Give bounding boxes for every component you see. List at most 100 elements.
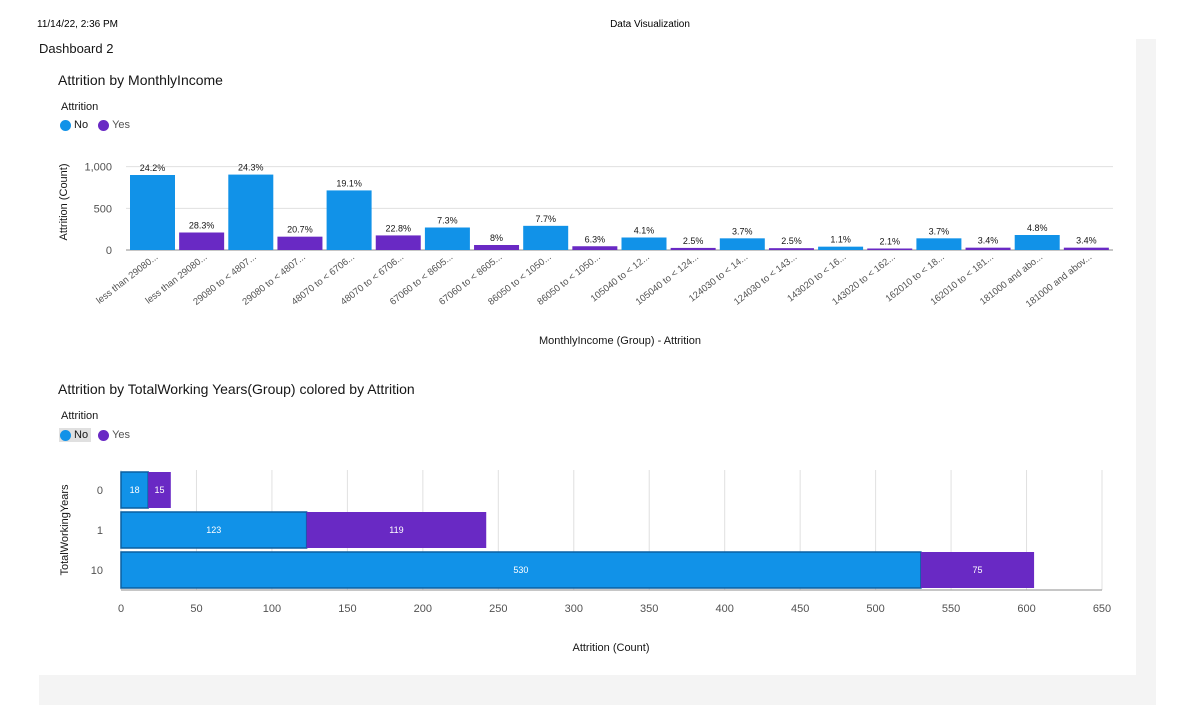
chart1-y-tick-label: 500 [94, 203, 112, 215]
chart2-y-tick-label: 0 [97, 485, 103, 497]
legend-dot-no [60, 119, 71, 131]
chart1-y-tick-label: 0 [106, 245, 112, 257]
chart1-bar [818, 246, 864, 250]
chart1-data-label: 22.8% [385, 223, 411, 233]
chart1-data-label: 3.7% [929, 226, 950, 236]
chart2-y-tick-label: 10 [91, 565, 103, 577]
chart1-data-label: 2.5% [781, 236, 802, 246]
chart2-y-tick-label: 1 [97, 525, 103, 537]
chart1-data-label: 4.8% [1027, 223, 1048, 233]
legend-item-no[interactable]: No [59, 118, 91, 132]
chart1-data-label: 1.1% [830, 235, 851, 245]
chart1-bar [277, 236, 323, 250]
legend-label-yes: Yes [112, 429, 131, 441]
chart1-bar [621, 237, 667, 250]
legend-item-yes[interactable]: Yes [97, 428, 133, 442]
chart1-data-label: 6.3% [585, 234, 606, 244]
legend-dot-yes [98, 429, 110, 441]
chart2-x-tick-label: 100 [263, 603, 281, 615]
legend-dot-no [60, 429, 71, 441]
chart2-x-tick-label: 600 [1017, 603, 1035, 615]
chart1-bar [965, 247, 1011, 250]
chart2-x-tick-label: 50 [190, 603, 202, 615]
chart2-data-label: 15 [154, 485, 164, 495]
chart1-bar [130, 175, 175, 250]
chart2-legend-title: Attrition [61, 410, 99, 422]
chart2-x-tick-label: 500 [866, 603, 884, 615]
chart1-bar [326, 190, 372, 250]
chart2-x-tick-label: 200 [414, 603, 432, 615]
chart2-x-tick-label: 400 [716, 603, 734, 615]
bottom-band [39, 675, 1156, 705]
chart1-bar [1063, 247, 1109, 250]
chart1-title[interactable]: Attrition by MonthlyIncome [58, 72, 223, 88]
chart1-data-label: 3.7% [732, 226, 753, 236]
right-scroll-rail [1136, 39, 1156, 675]
chart1-data-label: 2.1% [879, 237, 900, 247]
chart2-x-tick-label: 550 [942, 603, 960, 615]
legend-item-yes[interactable]: Yes [97, 118, 133, 132]
chart1-bar [228, 174, 274, 250]
chart1-data-label: 2.5% [683, 236, 704, 246]
chart2-bar-segment [120, 471, 149, 509]
chart2-x-axis-label: Attrition (Count) [572, 642, 649, 654]
chart2-x-tick-label: 0 [118, 603, 124, 615]
chart1-legend-title: Attrition [61, 101, 99, 113]
chart1-bar [523, 225, 569, 250]
chart2-x-tick-label: 150 [338, 603, 356, 615]
chart1-bar [1014, 235, 1060, 250]
legend-label-yes: Yes [112, 119, 131, 131]
chart1-data-label: 7.3% [437, 216, 458, 226]
chart2-legend: No Yes [59, 427, 139, 443]
print-title: Data Visualization [610, 19, 690, 30]
chart1-y-axis-label: Attrition (Count) [58, 163, 70, 240]
chart1-legend: No Yes [59, 117, 139, 133]
chart2-data-label: 75 [972, 565, 982, 575]
chart1-data-label: 7.7% [535, 214, 556, 224]
chart1-data-label: 8% [490, 233, 503, 243]
chart1-bar [670, 247, 716, 250]
chart1-data-label: 20.7% [287, 225, 313, 235]
chart1-bar [424, 227, 470, 250]
chart2-bar-segment [306, 512, 487, 548]
legend-item-no[interactable]: No [59, 428, 92, 442]
chart2-x-tick-label: 250 [489, 603, 507, 615]
chart2-data-label: 119 [389, 525, 403, 535]
chart1-data-label: 19.1% [336, 178, 362, 188]
print-header: 11/14/22, 2:36 PM Data Visualization [0, 0, 1187, 36]
chart1-data-label: 4.1% [634, 226, 655, 236]
chart2-bar-segment [120, 551, 922, 589]
chart1-bar [719, 238, 765, 250]
chart2-title[interactable]: Attrition by TotalWorking Years(Group) c… [58, 381, 415, 397]
chart2-data-label: 123 [206, 525, 221, 535]
chart1-bar [474, 245, 520, 250]
chart1-bar [867, 248, 913, 250]
chart2-x-tick-label: 350 [640, 603, 658, 615]
print-date: 11/14/22, 2:36 PM [37, 19, 118, 30]
chart1-data-label: 3.4% [978, 236, 999, 246]
chart1-data-label: 24.3% [238, 163, 264, 173]
chart1-bar [375, 235, 421, 250]
chart1-bar [768, 248, 814, 250]
chart1-x-axis-label: MonthlyIncome (Group) - Attrition [539, 335, 701, 347]
chart1-data-label: 28.3% [189, 221, 215, 231]
legend-label-no: No [74, 429, 89, 441]
chart2-x-tick-label: 300 [565, 603, 583, 615]
legend-dot-yes [98, 119, 110, 131]
chart2-data-label: 530 [513, 565, 528, 575]
chart1-y-tick-label: 1,000 [84, 162, 112, 174]
chart1-data-label: 24.2% [140, 163, 166, 173]
chart2-data-label: 18 [130, 485, 140, 495]
chart1-bar [179, 232, 225, 250]
chart2-y-axis-label: TotalWorkingYears [59, 484, 71, 576]
chart1-data-label: 3.4% [1076, 236, 1097, 246]
legend-label-no: No [74, 119, 89, 131]
chart2-x-tick-label: 450 [791, 603, 809, 615]
chart2-bar-segment [148, 472, 171, 508]
chart1-bar [916, 238, 962, 250]
chart2-x-tick-label: 650 [1093, 603, 1111, 615]
chart2-bar-segment [920, 552, 1035, 588]
chart1-bar [572, 246, 618, 250]
dashboard-title: Dashboard 2 [39, 41, 114, 56]
